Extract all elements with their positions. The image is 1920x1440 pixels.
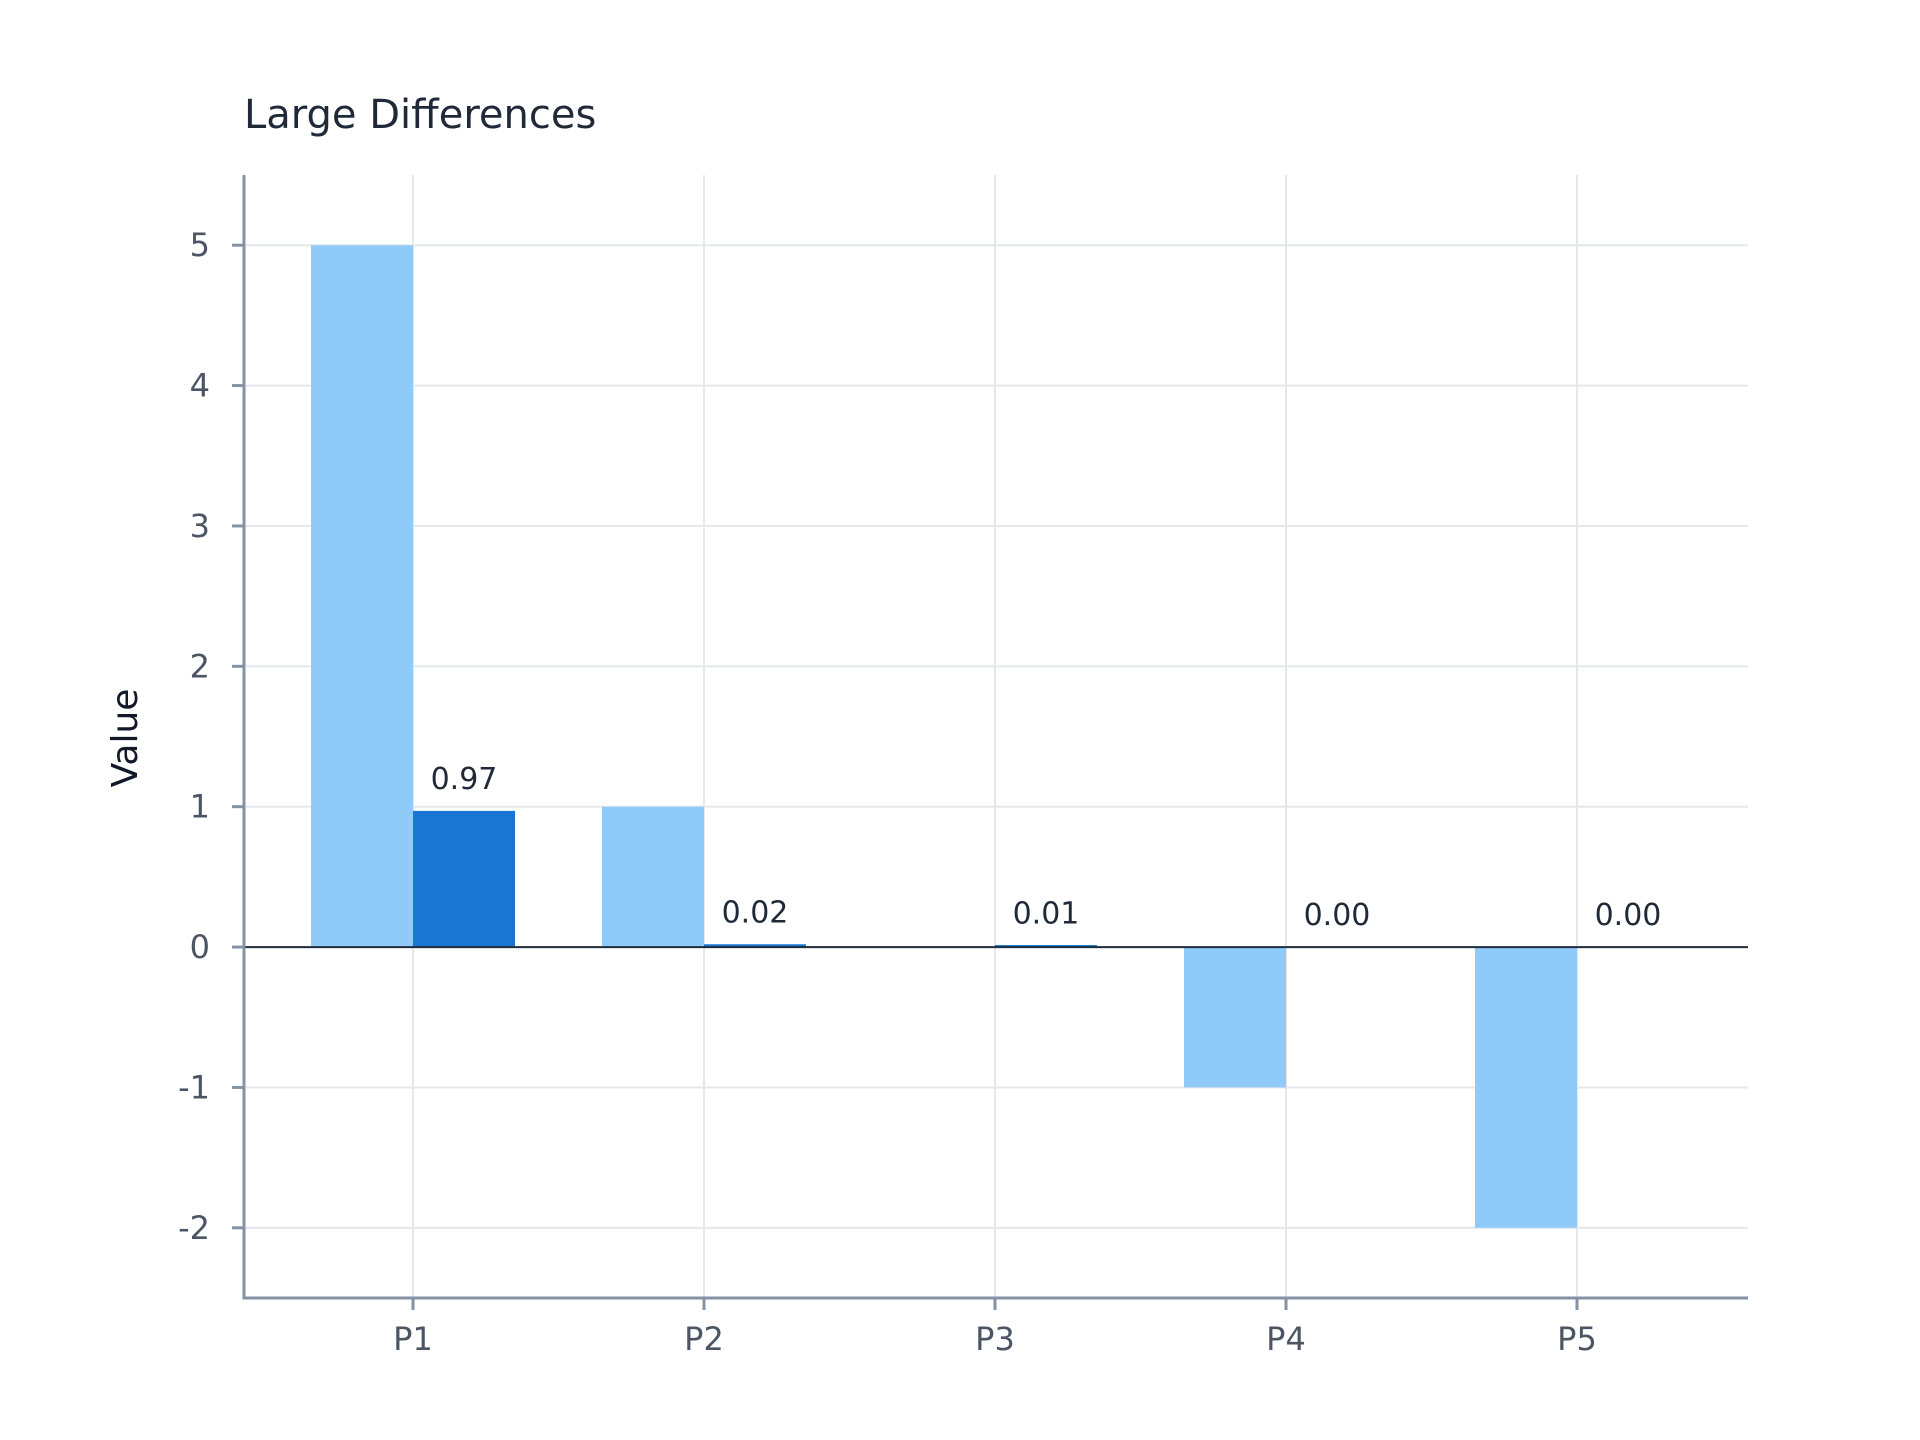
- x-tick-label: P1: [393, 1320, 433, 1358]
- bar-series-2: [704, 944, 806, 948]
- y-tick-label: 2: [190, 647, 210, 685]
- y-tick-label: 1: [190, 788, 210, 826]
- y-axis-label: Value: [105, 689, 146, 788]
- y-tick-label: 3: [190, 507, 210, 545]
- x-tick-label: P2: [684, 1320, 724, 1358]
- bar-series-1: [602, 806, 704, 948]
- bar-series-1: [1184, 947, 1286, 1088]
- data-label-background: [711, 892, 799, 933]
- bar-series-1: [311, 245, 413, 948]
- data-label: 0.01: [1013, 897, 1080, 932]
- x-tick-label: P4: [1266, 1320, 1306, 1358]
- labels: 0.97 0.02 0.01 0.00 0.00: [420, 758, 1672, 936]
- data-label: 0.97: [431, 762, 498, 797]
- chart-title: Large Differences: [244, 92, 596, 138]
- bars: [311, 245, 1577, 1228]
- data-label-background: [1584, 895, 1672, 936]
- data-label: 0.02: [722, 895, 789, 930]
- y-tick-label: -2: [178, 1209, 210, 1247]
- y-tick-label: 5: [190, 226, 210, 264]
- data-label-background: [420, 758, 508, 799]
- y-tick-label: 0: [190, 928, 210, 966]
- y-tick-label: -1: [178, 1068, 210, 1106]
- data-label: 0.00: [1304, 898, 1371, 933]
- bar-series-2: [413, 810, 515, 948]
- data-label: 0.00: [1595, 898, 1662, 933]
- bar-series-1: [1475, 947, 1577, 1228]
- x-tick-label: P3: [975, 1320, 1015, 1358]
- data-label-background: [1002, 893, 1090, 934]
- y-tick-label: 4: [190, 367, 210, 405]
- x-tick-label: P5: [1557, 1320, 1597, 1358]
- data-label-background: [1293, 895, 1381, 936]
- axes: -2 -1 0 1 2 3 4 5 P1 P2 P3 P4 P5: [178, 175, 1748, 1358]
